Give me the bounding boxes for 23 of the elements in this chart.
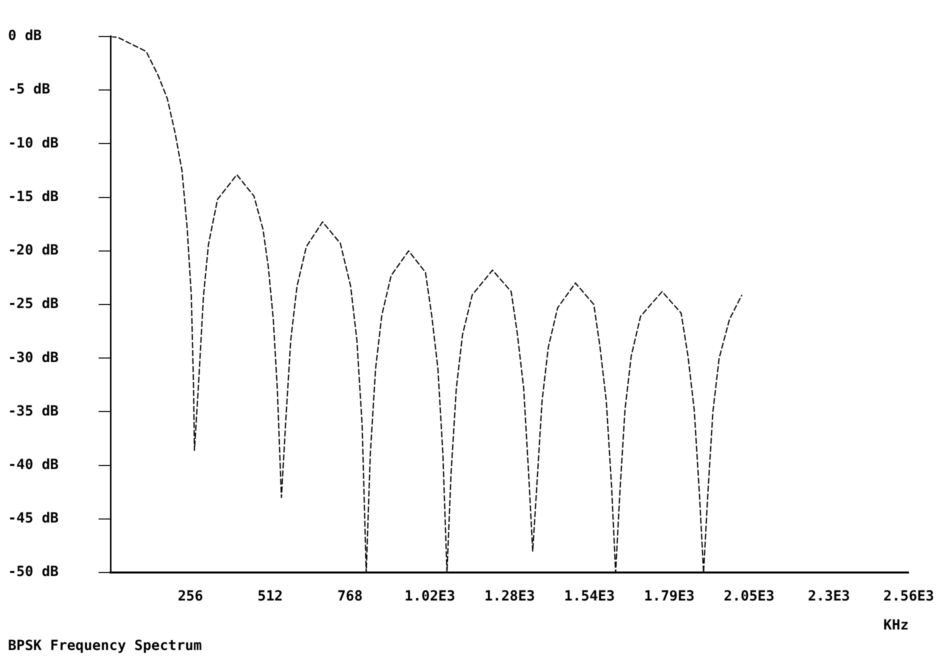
y-tick-label: -40 dB <box>8 457 59 473</box>
y-tick-label: 0 dB <box>8 28 42 44</box>
x-tick-label: 1.79E3 <box>644 588 695 605</box>
x-tick-label: 256 <box>178 588 204 605</box>
x-tick-label: 512 <box>258 588 283 605</box>
x-tick-label: 1.28E3 <box>484 588 535 605</box>
y-tick-label: -50 dB <box>8 564 59 580</box>
x-tick-label: 2.56E3 <box>883 588 934 605</box>
y-tick-label: -15 dB <box>8 188 59 205</box>
x-tick-label: 2.3E3 <box>808 588 850 605</box>
x-axis-title: KHz <box>883 617 909 634</box>
x-tick-label: 768 <box>337 588 363 605</box>
y-tick-label: -45 dB <box>8 510 59 527</box>
y-tick-label: -20 dB <box>8 242 59 259</box>
x-tick-label: 1.54E3 <box>564 588 615 605</box>
y-tick-label: -25 dB <box>8 296 59 312</box>
text: BPSK Frequency Spectrum <box>8 638 202 654</box>
x-tick-label: 1.02E3 <box>404 588 456 605</box>
x-tick-label: 2.05E3 <box>724 588 774 605</box>
y-tick-label: -10 dB <box>8 135 59 152</box>
y-tick-label: -30 dB <box>8 350 59 366</box>
y-tick-label: -5 dB <box>8 82 50 98</box>
y-tick-label: -35 dB <box>8 403 59 420</box>
